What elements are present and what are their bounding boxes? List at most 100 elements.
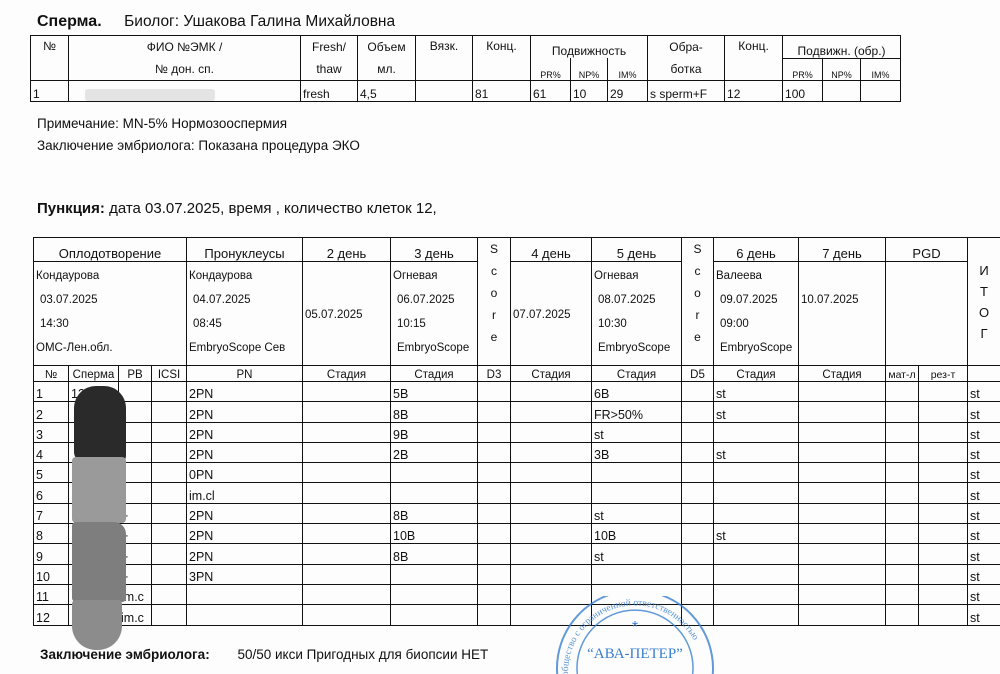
cell-pn [186,604,303,626]
info-day7: 10.07.2025 [798,261,886,366]
cell-icsi [151,401,187,423]
hdr-motility: Подвижность [529,35,649,58]
cell-itog: st [967,502,1000,525]
cell-n: 10 [33,563,69,585]
cell-d2 [302,563,391,585]
cell-itog: st [967,583,1000,606]
cell-n: 7 [33,502,69,525]
cell-mat [885,441,919,464]
cell-d3: 2B [390,441,478,464]
embryo-row: 1132PN5B6Bstst [33,380,1000,403]
cell-res [917,502,969,525]
hdr-fio-line2: № дон. сп. [154,62,214,76]
info-line: Огневая [393,270,438,282]
cell-n: 4 [33,441,69,464]
sperm-title: Сперма. [37,13,102,30]
cell-d4 [510,482,592,504]
embryo-row: 12 im.c st [33,604,1000,626]
subhdr-stage: Стадия [713,365,799,382]
info-line: Валеева [716,270,762,282]
embryo-row: 2 2PN 8B FR>50% st st [33,401,1000,423]
subhdr-material: мат-л [885,365,919,382]
cell-conc2: 12 [724,80,784,102]
cell-mat [885,604,919,626]
embryo-table: Оплодотворение Пронуклеусы 2 день 3 день… [33,237,1000,626]
hdr-fertilization: Оплодотворение [33,237,187,262]
cell-d5: FR>50% [591,401,682,423]
cell-res [917,604,969,626]
svg-text:“АВА-ПЕТЕР”: “АВА-ПЕТЕР” [587,646,683,662]
cell-d4 [510,462,592,484]
cell-d7 [798,421,886,443]
hdr-motility2: Подвижн. (обр.) [782,35,902,59]
vertical-letter: o [490,286,498,300]
cell-s5 [681,380,714,403]
vertical-letter: Г [980,326,988,341]
cell-pb: im.c [118,604,152,626]
info-day6: Валеева 09.07.2025 09:00 EmbryoScope [713,261,799,366]
hdr-processing-line1: Обра- [669,40,703,54]
cell-fresh: fresh [300,80,358,102]
cell-res [917,563,969,585]
cell-icsi [151,563,187,585]
hdr-np2: NP% [822,57,862,81]
vertical-letter: О [978,305,990,320]
vertical-letter: И [979,263,989,278]
subhdr-stage: Стадия [510,365,592,382]
cell-s3 [477,421,511,443]
hdr-volume: Объем мл. [357,35,416,81]
cell-n: 12 [33,604,69,626]
cell-d4 [510,502,592,525]
vertical-letter: S [693,242,702,256]
subhdr-icsi: ICSI [151,365,187,382]
cell-d7 [798,502,886,525]
cell-itog: st [967,604,1000,626]
cell-n: 3 [33,421,69,443]
info-line: 09:00 [720,318,749,330]
info-pgd [884,261,969,366]
hdr-volume-line2: мл. [377,62,396,76]
hdr-day3: 3 день [390,237,478,262]
embryo-row: 5 0PN st [33,462,1000,484]
cell-d3: 8B [390,401,478,423]
cell-pn: 2PN [186,421,303,443]
subhdr-pn: PN [186,365,303,382]
cell-im: 29 [606,80,649,102]
cell-icsi [151,380,187,403]
sperm-conclusion: Заключение эмбриолога: Показана процедур… [37,138,360,153]
cell-icsi [151,482,187,504]
embryo-row: 3 2PN 9B st st [33,421,1000,443]
cell-icsi [151,543,187,565]
cell-d6: st [713,523,799,545]
cell-s5 [681,563,714,585]
hdr-conc: Конц. [472,35,531,81]
cell-itog: st [967,441,1000,464]
hdr-pgd: PGD [884,237,969,262]
cell-d3 [390,563,478,585]
vertical-letter: c [694,264,701,278]
cell-d5: st [591,543,682,565]
cell-d2 [302,523,391,545]
info-day2: 05.07.2025 [302,261,391,366]
cell-d4 [510,401,592,423]
cell-d2 [302,421,391,443]
cell-d6: st [713,380,799,403]
cell-mat [885,583,919,606]
cell-d6: st [713,401,799,423]
hdr-day2: 2 день [302,237,391,262]
hdr-fresh-line2: thaw [316,62,342,76]
info-line: 06.07.2025 [397,294,455,306]
cell-itog: st [967,482,1000,504]
cell-d6 [713,543,799,565]
embryo-row: 11 im.c st [33,583,1000,606]
cell-im2 [860,80,902,102]
cell-d4 [510,441,592,464]
cell-d7 [798,583,886,606]
cell-d3: 8B [390,543,478,565]
redaction-light [72,457,126,523]
cell-d7 [798,380,886,403]
cell-d5: 6B [591,380,682,403]
cell-pn: 2PN [186,380,303,403]
